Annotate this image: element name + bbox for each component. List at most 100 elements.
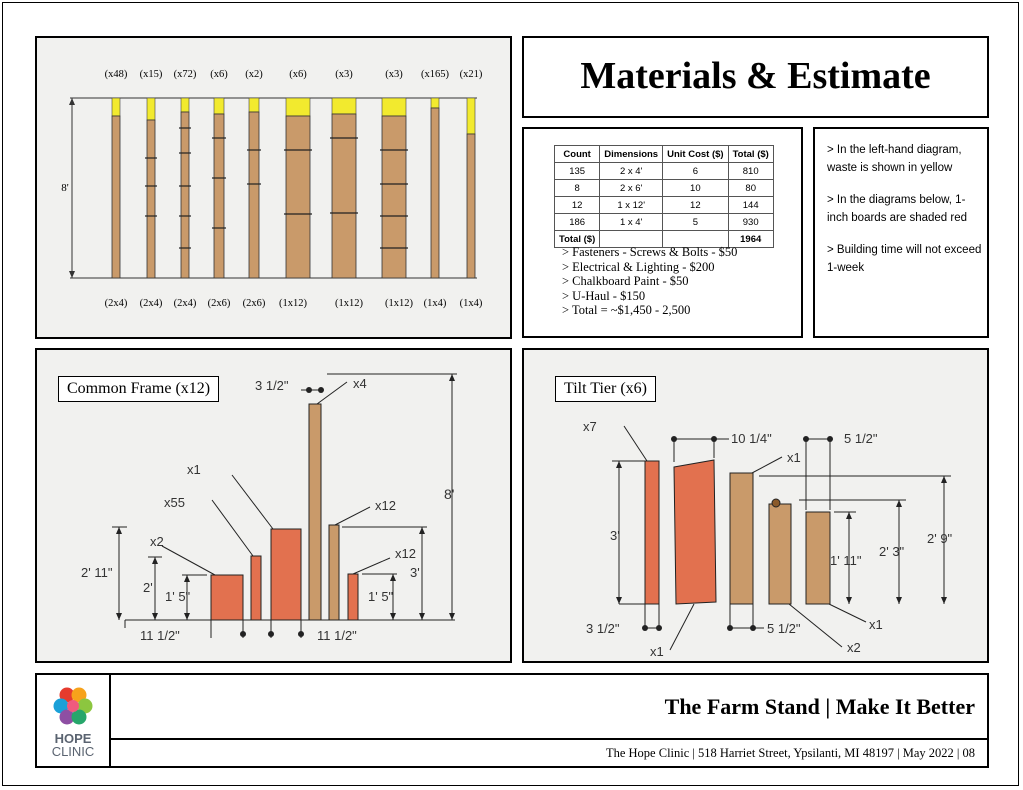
table-cell: 10 — [662, 179, 729, 197]
dim-label: 1' 5" — [368, 589, 394, 604]
notes-panel: > In the left-hand diagram, waste is sho… — [813, 127, 989, 338]
waste-segment — [331, 97, 357, 115]
table-row: 186 1 x 4' 5 930 — [553, 213, 774, 231]
table-cell: 5 — [662, 213, 729, 231]
board-segment — [146, 119, 156, 279]
title-panel: Materials & Estimate — [522, 36, 989, 118]
size-label: (2x4) — [174, 298, 197, 309]
footer-title: The Farm Stand | Make It Better — [664, 694, 975, 719]
table-header-row: Count Dimensions Unit Cost ($) Total ($) — [553, 145, 774, 163]
count-label: (x165) — [421, 69, 449, 80]
waste-segment — [248, 97, 260, 113]
table-cell: 8 — [553, 179, 601, 197]
count-label: (x6) — [210, 69, 228, 80]
lumber-height-label: 8' — [61, 182, 69, 194]
common-frame-diagram: 3 1/2" x4 x1 x55 x2 x12 x12 8' 2' 11" 2'… — [35, 348, 512, 663]
board-segment — [180, 111, 190, 279]
waste-segment — [180, 97, 190, 113]
qty-label: x55 — [164, 495, 185, 510]
column-header: Total ($) — [727, 145, 774, 163]
table-row: 12 1 x 12' 12 144 — [553, 196, 774, 214]
table-cell: 6 — [662, 162, 729, 180]
column-header: Count — [553, 145, 601, 163]
waste-segment — [381, 97, 407, 117]
table-total-row: Total ($) 1964 — [553, 230, 774, 248]
waste-segment — [430, 97, 440, 109]
dim-label: 3 1/2" — [586, 621, 620, 636]
table-cell: 2 x 4' — [599, 162, 664, 180]
board-shape — [328, 524, 340, 621]
board-shape — [210, 574, 244, 621]
notes-list: > In the left-hand diagram, waste is sho… — [827, 141, 982, 291]
board-shape — [805, 511, 831, 605]
note-item: > In the left-hand diagram, waste is sho… — [827, 144, 962, 174]
dim-label: 3 1/2" — [255, 378, 289, 393]
cost-item: > U-Haul - $150 — [562, 288, 646, 303]
board-segment — [111, 115, 121, 279]
board-shape — [270, 528, 302, 621]
dim-label: 11 1/2" — [317, 628, 357, 643]
board-shape — [250, 555, 262, 621]
qty-label: x7 — [583, 419, 597, 434]
table-cell: 810 — [727, 162, 774, 180]
dim-label: 2' 9" — [927, 531, 953, 546]
dim-label: 5 1/2" — [844, 431, 878, 446]
table-cell: 930 — [727, 213, 774, 231]
size-label: (1x12) — [385, 298, 413, 309]
qty-label: x12 — [395, 546, 416, 561]
page-title: Materials & Estimate — [580, 55, 931, 97]
table-cell: 12 — [553, 196, 601, 214]
table-cell — [662, 230, 729, 248]
total-value: 1964 — [727, 230, 774, 248]
board-segment — [430, 107, 440, 279]
count-label: (x21) — [460, 69, 483, 80]
qty-label: x1 — [869, 617, 883, 632]
count-label: (x48) — [105, 69, 128, 80]
board-shape — [644, 460, 660, 605]
table-row: 135 2 x 4' 6 810 — [553, 162, 774, 180]
board-segment — [331, 113, 357, 279]
qty-label: x2 — [847, 640, 861, 655]
table-cell: 1 x 4' — [599, 213, 664, 231]
table-row: 8 2 x 6' 10 80 — [553, 179, 774, 197]
cost-item: > Electrical & Lighting - $200 — [562, 259, 715, 274]
tilt-tier-label: Tilt Tier (x6) — [555, 376, 656, 402]
footer-divider — [109, 738, 987, 740]
dim-label: 2' 3" — [879, 544, 905, 559]
size-label: (1x4) — [460, 298, 483, 309]
board-segment — [248, 111, 260, 279]
count-label: (x6) — [289, 69, 307, 80]
dim-label: 8' — [444, 486, 454, 502]
board-segment — [381, 115, 407, 279]
board-segment — [213, 113, 225, 279]
waste-segment — [213, 97, 225, 115]
size-label: (2x4) — [105, 298, 128, 309]
tilt-tier-svg: x7 10 1/4" 5 1/2" x1 3' 1' 11" 2' 3" 2' … — [583, 419, 953, 659]
logo-text: CLINIC — [51, 744, 95, 759]
size-label: (1x12) — [335, 298, 363, 309]
table-cell: 186 — [553, 213, 601, 231]
note-item: > Building time will not exceed 1-week — [827, 244, 982, 274]
dim-label: 2' — [143, 580, 153, 595]
waste-segment — [146, 97, 156, 121]
count-label: (x72) — [174, 69, 197, 80]
dim-label: 5 1/2" — [767, 621, 801, 636]
board-segment — [466, 133, 476, 279]
count-label: (x2) — [245, 69, 263, 80]
dim-label: 1' 11" — [830, 553, 862, 568]
tilt-tier-diagram: x7 10 1/4" 5 1/2" x1 3' 1' 11" 2' 3" 2' … — [522, 348, 989, 663]
table-cell: 135 — [553, 162, 601, 180]
dim-label: 1' 5" — [165, 589, 191, 604]
cost-item: > Chalkboard Paint - $50 — [562, 274, 689, 289]
table-cell: 144 — [727, 196, 774, 214]
count-label: (x3) — [385, 69, 403, 80]
estimate-panel: Count Dimensions Unit Cost ($) Total ($)… — [522, 127, 803, 338]
size-label: (2x4) — [140, 298, 163, 309]
dim-label: 3' — [410, 565, 420, 580]
waste-segment — [111, 97, 121, 117]
table-cell: 1 x 12' — [599, 196, 664, 214]
board-shape — [768, 503, 792, 605]
footer-subtitle: The Hope Clinic | 518 Harriet Street, Yp… — [605, 746, 975, 760]
estimate-table: Count Dimensions Unit Cost ($) Total ($)… — [553, 145, 774, 248]
lumber-diagram-svg: 8' (x48) (x15) (x72) (x6) (x2) (x6) (x3)… — [61, 69, 483, 309]
